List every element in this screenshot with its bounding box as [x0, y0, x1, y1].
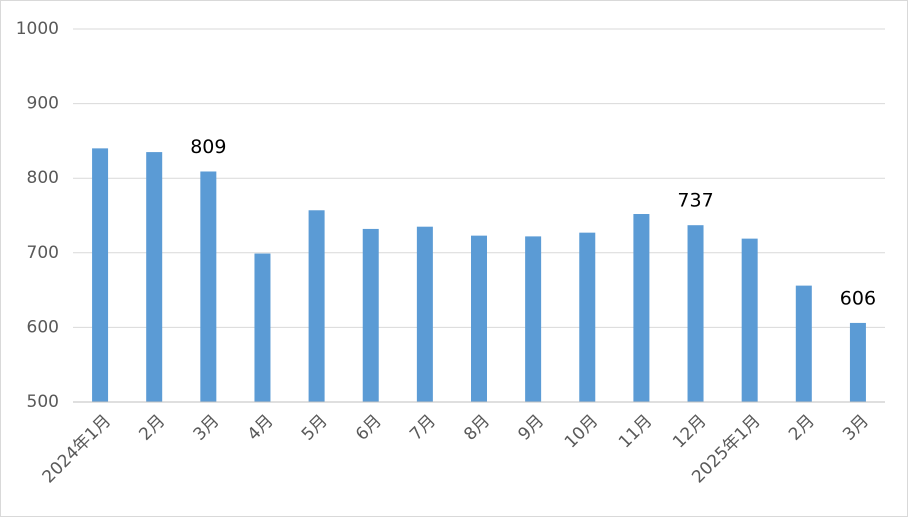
y-tick-label: 700 [27, 243, 59, 263]
bar [362, 228, 379, 402]
bar [579, 232, 596, 402]
y-tick-label: 600 [27, 317, 59, 337]
y-tick-label: 900 [27, 94, 59, 114]
bar [200, 171, 217, 402]
bar [633, 214, 650, 402]
data-label: 737 [677, 190, 713, 212]
data-label: 809 [190, 136, 226, 158]
bar [471, 235, 487, 402]
bar [525, 236, 542, 402]
bar [146, 152, 163, 402]
y-tick-label: 800 [27, 168, 59, 188]
bar [849, 322, 866, 402]
bar [795, 285, 812, 402]
bar [741, 238, 758, 402]
bar [416, 226, 433, 402]
y-tick-label: 500 [27, 392, 59, 412]
bar [308, 210, 325, 402]
bar [687, 225, 704, 402]
bar [92, 148, 109, 402]
y-tick-label: 1000 [16, 19, 59, 39]
data-label: 606 [840, 287, 876, 309]
bar [254, 253, 271, 402]
